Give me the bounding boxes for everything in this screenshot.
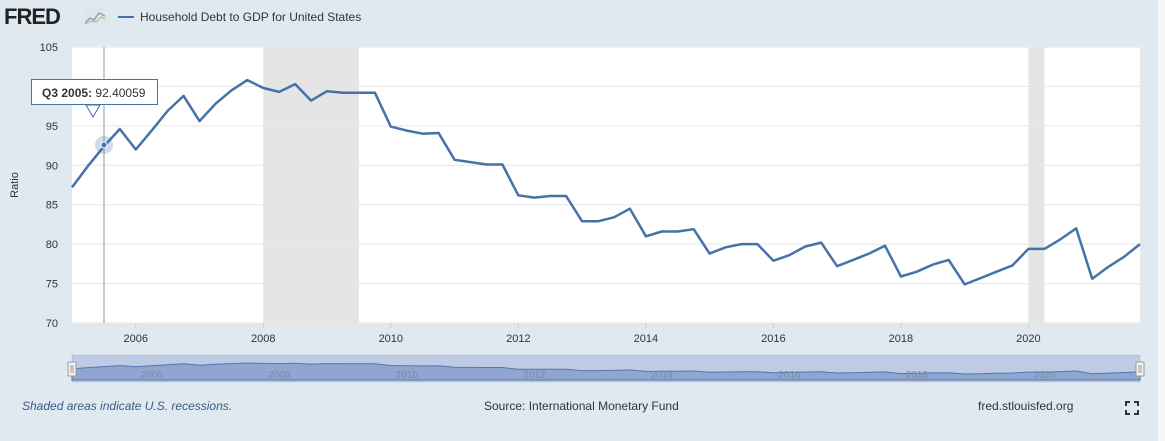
series-line xyxy=(70,78,1141,286)
hover-marker[interactable] xyxy=(100,141,108,149)
chart-header: FRED Household Debt to GDP for United St… xyxy=(0,0,1165,36)
y-tick-label: 70 xyxy=(46,318,58,330)
legend-series-label: Household Debt to GDP for United States xyxy=(140,10,362,24)
navigator-label: 2020 xyxy=(1033,370,1056,381)
plot-background xyxy=(72,47,1140,323)
y-tick-label: 95 xyxy=(46,121,58,133)
navigator-label: 2008 xyxy=(268,370,291,381)
y-tick-label: 90 xyxy=(46,160,58,172)
tooltip-period: Q3 2005: xyxy=(42,86,93,100)
navigator-right-handle[interactable] xyxy=(1135,361,1145,377)
navigator-selection[interactable] xyxy=(72,355,1140,382)
y-tick-label: 80 xyxy=(46,239,58,251)
y-tick-label: 85 xyxy=(46,200,58,212)
navigator-label: 2012 xyxy=(523,370,546,381)
x-tick-label: 2008 xyxy=(251,333,275,345)
fred-url-link[interactable]: fred.stlouisfed.org xyxy=(978,399,1074,413)
navigator-label: 2014 xyxy=(651,370,674,381)
fred-chart-icon xyxy=(84,8,106,26)
fullscreen-icon[interactable] xyxy=(1125,401,1139,415)
navigator-year-labels: 2006 2008 2010 2012 2014 2016 2018 2020 xyxy=(141,370,1056,381)
data-tooltip: Q3 2005: 92.40059 xyxy=(31,79,158,105)
x-axis-ticks: 2006 2008 2010 2012 2014 2016 2018 2020 xyxy=(124,323,1041,345)
x-tick-label: 2020 xyxy=(1016,333,1040,345)
data-points xyxy=(71,80,1141,285)
chart-legend[interactable]: Household Debt to GDP for United States xyxy=(118,10,361,24)
tooltip-pointer xyxy=(85,104,101,118)
navigator-label: 2010 xyxy=(396,370,419,381)
x-tick-label: 2012 xyxy=(506,333,530,345)
recession-band xyxy=(1028,47,1045,323)
scrollbar-strip[interactable] xyxy=(1158,0,1165,441)
y-axis-label: Ratio xyxy=(9,172,21,198)
line-chart: 707580859095100105 200620082010201220142… xyxy=(9,42,1145,383)
navigator-area xyxy=(71,362,1141,381)
navigator-left-handle[interactable] xyxy=(67,361,77,377)
tooltip-value: 92.40059 xyxy=(95,86,146,100)
navigator-label: 2016 xyxy=(778,370,801,381)
navigator-label: 2006 xyxy=(141,370,164,381)
grid-lines xyxy=(72,46,1140,324)
source-text: Source: International Monetary Fund xyxy=(484,399,679,413)
x-tick-label: 2018 xyxy=(889,333,913,345)
y-tick-label: 105 xyxy=(40,42,58,54)
navigator-label: 2018 xyxy=(906,370,929,381)
recession-note: Shaded areas indicate U.S. recessions. xyxy=(22,399,233,413)
fred-logo: FRED xyxy=(4,4,61,29)
y-tick-label: 75 xyxy=(46,279,58,291)
x-tick-label: 2010 xyxy=(379,333,403,345)
x-tick-label: 2016 xyxy=(761,333,785,345)
x-tick-label: 2014 xyxy=(634,333,658,345)
legend-swatch xyxy=(118,16,134,18)
x-tick-label: 2006 xyxy=(124,333,148,345)
recession-band xyxy=(263,47,359,323)
range-navigator[interactable]: 2006 2008 2010 2012 2014 2016 2018 2020 xyxy=(67,354,1145,383)
